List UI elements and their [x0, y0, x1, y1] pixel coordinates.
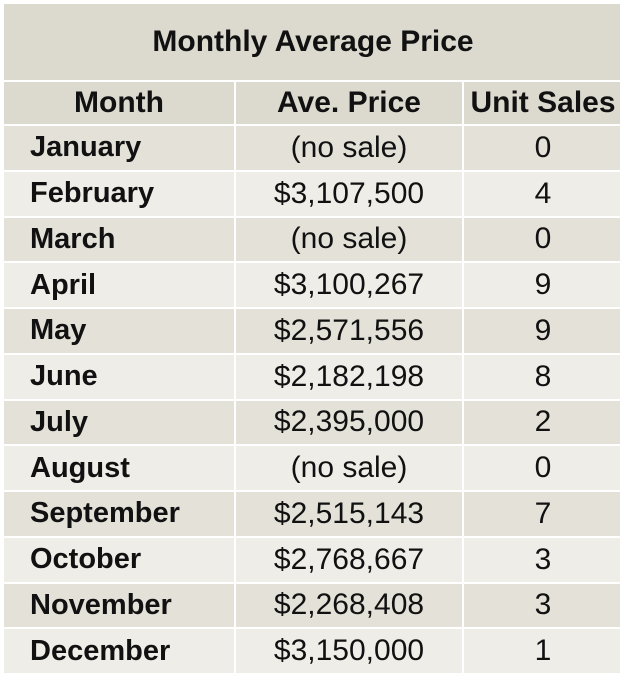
month-cell: October [4, 537, 234, 582]
column-header-ave-price: Ave. Price [236, 82, 462, 124]
ave-price-cell: (no sale) [236, 217, 462, 262]
table-row: December $3,150,000 1 [4, 629, 620, 673]
ave-price-cell: (no sale) [236, 446, 462, 490]
month-cell: July [4, 400, 234, 445]
unit-sales-cell: 3 [464, 583, 620, 628]
table-body: January (no sale) 0 February $3,107,500 4 Marc… [4, 126, 620, 673]
table-row: October $2,768,667 3 [4, 537, 620, 582]
ave-price-cell: (no sale) [236, 126, 462, 170]
month-cell: August [4, 446, 234, 490]
ave-price-cell: $3,100,267 [236, 263, 462, 307]
ave-price-cell: $3,107,500 [236, 171, 462, 216]
unit-sales-cell: 2 [464, 400, 620, 445]
unit-sales-cell: 4 [464, 171, 620, 216]
unit-sales-cell: 7 [464, 492, 620, 536]
month-cell: February [4, 171, 234, 216]
unit-sales-cell: 1 [464, 629, 620, 673]
month-cell: May [4, 309, 234, 353]
month-cell: September [4, 492, 234, 536]
column-header-month: Month [4, 82, 234, 124]
table-row: April $3,100,267 9 [4, 263, 620, 307]
unit-sales-cell: 0 [464, 126, 620, 170]
unit-sales-cell: 3 [464, 537, 620, 582]
table-row: May $2,571,556 9 [4, 309, 620, 353]
month-cell: December [4, 629, 234, 673]
table-row: September $2,515,143 7 [4, 492, 620, 536]
ave-price-cell: $2,268,408 [236, 583, 462, 628]
month-cell: January [4, 126, 234, 170]
month-cell: April [4, 263, 234, 307]
unit-sales-cell: 8 [464, 354, 620, 399]
table-row: August (no sale) 0 [4, 446, 620, 490]
month-cell: June [4, 354, 234, 399]
ave-price-cell: $3,150,000 [236, 629, 462, 673]
ave-price-cell: $2,571,556 [236, 309, 462, 353]
ave-price-cell: $2,515,143 [236, 492, 462, 536]
table-row: January (no sale) 0 [4, 126, 620, 170]
unit-sales-cell: 9 [464, 263, 620, 307]
ave-price-cell: $2,395,000 [236, 400, 462, 445]
table-row: June $2,182,198 8 [4, 354, 620, 399]
unit-sales-cell: 0 [464, 217, 620, 262]
unit-sales-cell: 0 [464, 446, 620, 490]
table-row: July $2,395,000 2 [4, 400, 620, 445]
table-title: Monthly Average Price [4, 4, 620, 80]
column-header-unit-sales: Unit Sales [464, 82, 620, 124]
table-row: November $2,268,408 3 [4, 583, 620, 628]
ave-price-cell: $2,768,667 [236, 537, 462, 582]
unit-sales-cell: 9 [464, 309, 620, 353]
table-row: March (no sale) 0 [4, 217, 620, 262]
ave-price-cell: $2,182,198 [236, 354, 462, 399]
month-cell: March [4, 217, 234, 262]
month-cell: November [4, 583, 234, 628]
table-row: February $3,107,500 4 [4, 171, 620, 216]
